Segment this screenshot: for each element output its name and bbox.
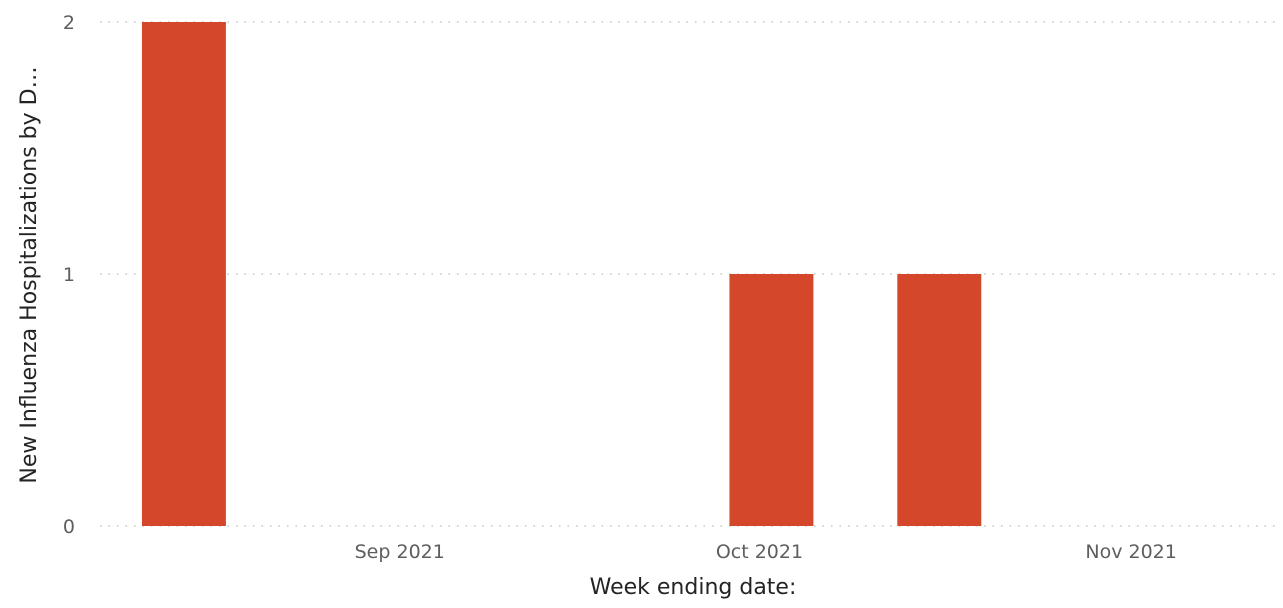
bar[interactable]	[141, 22, 226, 526]
x-tick-label: Sep 2021	[355, 541, 445, 563]
x-tick-label: Oct 2021	[716, 541, 803, 563]
bars	[141, 22, 982, 526]
y-axis-title: New Influenza Hospitalizations by D…	[17, 66, 42, 483]
y-tick-label: 2	[63, 12, 75, 34]
y-tick-label: 1	[63, 264, 75, 286]
x-axis-title: Week ending date:	[590, 575, 797, 600]
x-axis-ticks: Sep 2021 Oct 2021 Nov 2021	[355, 541, 1177, 563]
bar[interactable]	[729, 274, 814, 526]
y-axis-ticks: 0 1 2	[63, 12, 75, 538]
bar[interactable]	[897, 274, 982, 526]
gridlines	[100, 21, 1275, 527]
y-tick-label: 0	[63, 516, 75, 538]
x-tick-label: Nov 2021	[1085, 541, 1176, 563]
